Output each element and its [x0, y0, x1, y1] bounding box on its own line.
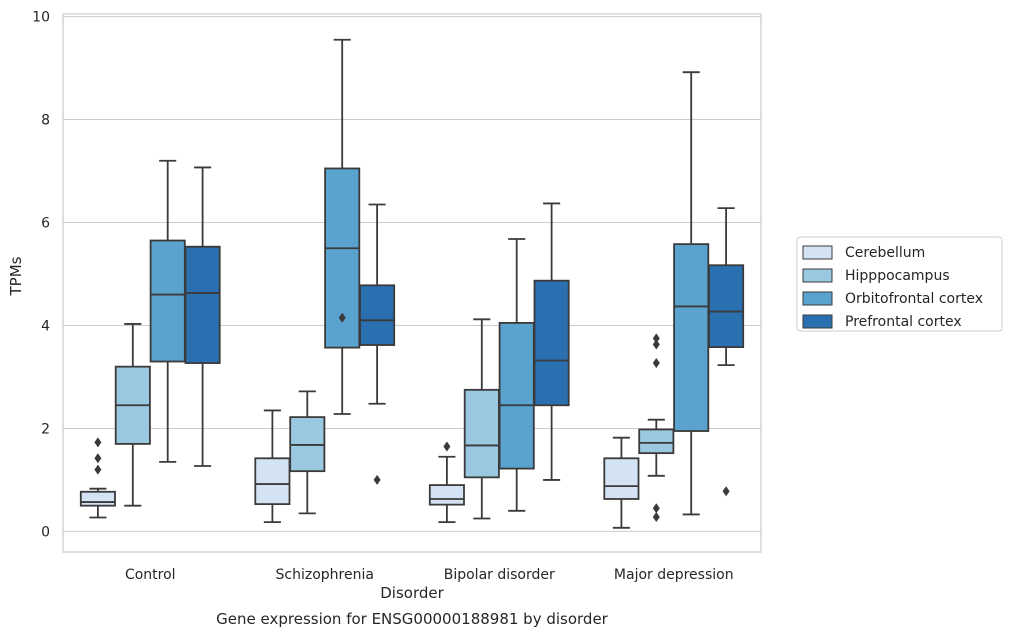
box-iqr — [149, 239, 186, 363]
box-element — [498, 238, 535, 512]
outlier-point — [94, 437, 102, 448]
outlier-point — [722, 486, 730, 497]
y-tick-label: 2 — [41, 421, 50, 437]
y-tick-label: 4 — [41, 318, 50, 334]
box-element — [708, 207, 745, 497]
legend-label: Cerebellum — [845, 245, 925, 261]
y-tick-label: 0 — [41, 524, 50, 540]
box-element — [79, 437, 116, 519]
box-element — [359, 203, 396, 485]
box-iqr — [79, 490, 116, 507]
box-iqr — [708, 264, 745, 348]
x-tick-label: Control — [125, 567, 176, 583]
box-element — [184, 166, 221, 467]
plot-area: 0 2 4 6 8 10 Control Schizophrenia Bipolar disor… — [32, 10, 762, 583]
x-axis-label: Disorder — [380, 584, 444, 602]
legend-swatch — [802, 314, 833, 329]
legend: Cerebellum Hipppocampus Orbitofrontal cort… — [796, 236, 1003, 332]
legend-label: Hipppocampus — [845, 268, 950, 284]
box-iqr — [254, 457, 291, 506]
outlier-point — [652, 511, 660, 522]
box-iqr — [603, 457, 640, 500]
outlier-point — [443, 441, 451, 452]
plot-frame — [62, 13, 762, 553]
outlier-point — [338, 312, 346, 323]
legend-swatch — [802, 291, 833, 306]
box-iqr — [359, 284, 396, 346]
legend-swatch — [802, 245, 833, 260]
legend-label: Prefrontal cortex — [845, 314, 962, 330]
box-element — [463, 318, 500, 520]
box-iqr — [533, 279, 570, 407]
box-element — [149, 159, 186, 463]
figure-caption: Gene expression for ENSG00000188981 by d… — [216, 610, 608, 628]
legend-swatch — [802, 268, 833, 283]
box-element — [428, 441, 465, 524]
box-element — [289, 390, 326, 515]
legend-frame — [796, 236, 1003, 332]
box-element — [324, 38, 361, 415]
box-iqr — [428, 484, 465, 506]
box-element — [533, 202, 570, 481]
outlier-point — [94, 464, 102, 475]
y-tick-label: 8 — [41, 113, 50, 129]
box-element — [114, 323, 151, 507]
outlier-point — [652, 503, 660, 514]
box-iqr — [463, 388, 500, 479]
outlier-point — [652, 339, 660, 350]
box-iqr — [638, 428, 675, 455]
box-iqr — [498, 321, 535, 470]
box-element — [603, 436, 640, 529]
outlier-point — [652, 358, 660, 369]
box-iqr — [673, 243, 710, 432]
x-tick-label: Bipolar disorder — [444, 567, 555, 583]
x-tick-label: Major depression — [614, 567, 734, 583]
x-tick-label: Schizophrenia — [276, 567, 374, 583]
y-tick-label: 6 — [41, 216, 50, 232]
box-iqr — [184, 245, 221, 364]
outlier-point — [652, 333, 660, 344]
box-plot-chart: 0 2 4 6 8 10 Control Schizophrenia Bipolar disor… — [7, 10, 1003, 602]
y-axis-label: TPMs — [7, 256, 25, 296]
legend-label: Orbitofrontal cortex — [845, 291, 983, 307]
outlier-point — [373, 474, 381, 485]
outlier-point — [94, 453, 102, 464]
y-tick-label: 10 — [32, 10, 50, 26]
box-element — [673, 71, 710, 516]
box-element — [638, 333, 675, 522]
box-element — [254, 409, 291, 524]
